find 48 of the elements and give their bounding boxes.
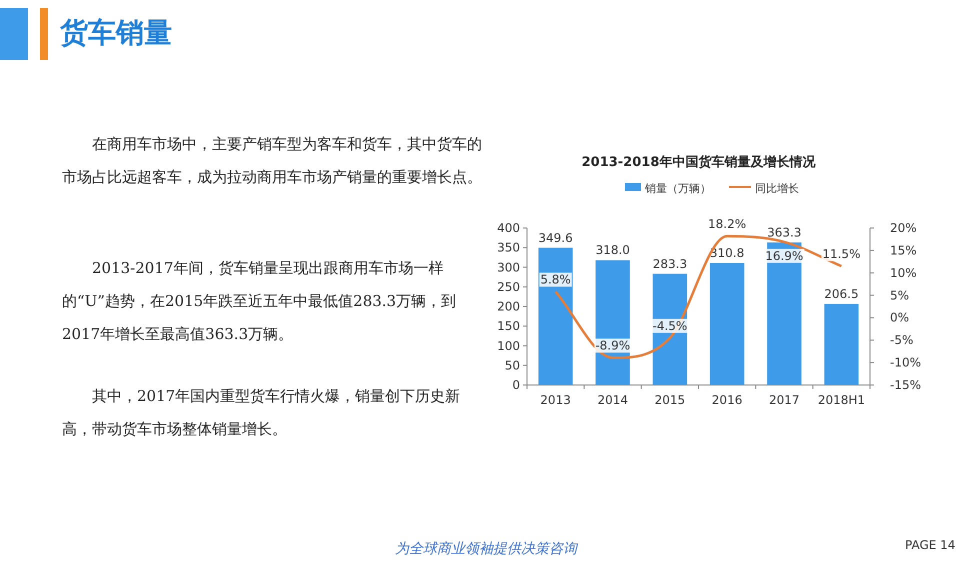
data-label: -4.5% xyxy=(652,318,688,333)
data-label: 206.5 xyxy=(824,286,859,301)
text: 为全球商业领袖提供决策咨询 xyxy=(395,540,577,558)
y2-tick-label: 15% xyxy=(890,243,917,258)
data-label: 318.0 xyxy=(596,243,630,258)
y-tick-label: 150 xyxy=(497,319,520,334)
data-label: 310.8 xyxy=(710,246,744,260)
chart-title: 2013-2018年中国货车销量及增长情况 xyxy=(582,154,816,170)
x-tick-label: 2015 xyxy=(654,393,686,407)
text: 2013-2017年间，货车销量呈现出跟商用车市场一样的“U”趋势，在2015年跌至近五年中最低值283.3万辆，到2017年增长至最高值363.3万辆。 xyxy=(62,258,458,345)
y-tick-label: 0 xyxy=(512,378,520,392)
y-tick-label: 50 xyxy=(504,358,520,372)
y2-tick-label: -5% xyxy=(890,333,914,348)
data-label: -8.9% xyxy=(595,338,630,353)
y2-tick-label: 5% xyxy=(890,288,910,302)
data-label: 18.2% xyxy=(708,217,746,232)
legend-label: 同比增长 xyxy=(755,182,799,195)
text: 在商用车市场中，主要产销车型为客车和货车，其中货车的市场占比远超客车，成为拉动商用车市场产销量的重要增长点。 xyxy=(62,134,482,188)
y-tick-label: 350 xyxy=(497,240,520,255)
y2-tick-label: 10% xyxy=(890,266,917,280)
y2-tick-label: 0% xyxy=(890,310,910,325)
data-label: 16.9% xyxy=(765,248,804,263)
y-tick-label: 100 xyxy=(497,338,520,353)
text: 货车销量 xyxy=(60,15,172,51)
x-tick-label: 2016 xyxy=(712,393,742,407)
bar xyxy=(710,263,744,385)
legend-label: 销量（万辆） xyxy=(644,182,711,195)
y-tick-label: 200 xyxy=(497,300,520,314)
data-label: 349.6 xyxy=(538,230,573,245)
y-tick-label: 400 xyxy=(497,221,520,235)
x-tick-label: 2017 xyxy=(768,393,800,407)
x-tick-label: 2013 xyxy=(540,393,571,407)
y2-tick-label: -10% xyxy=(890,356,922,370)
x-tick-label: 2018H1 xyxy=(818,393,866,407)
text: 其中，2017年国内重型货车行情火爆，销量创下历史新高，带动货车市场整体销量增长。 xyxy=(62,386,462,440)
x-tick-label: 2014 xyxy=(597,393,628,407)
y2-tick-label: -15% xyxy=(890,378,922,392)
y2-tick-label: 20% xyxy=(890,221,917,235)
data-label: 5.8% xyxy=(540,272,571,287)
y-tick-label: 300 xyxy=(497,260,520,274)
bar xyxy=(824,304,859,385)
bar xyxy=(538,248,573,385)
bar xyxy=(767,242,802,385)
data-label: 363.3 xyxy=(767,225,802,240)
y-tick-label: 250 xyxy=(497,280,520,294)
data-label: 283.3 xyxy=(652,256,688,271)
data-label: 11.5% xyxy=(822,247,860,262)
text: PAGE 14 xyxy=(905,538,956,552)
